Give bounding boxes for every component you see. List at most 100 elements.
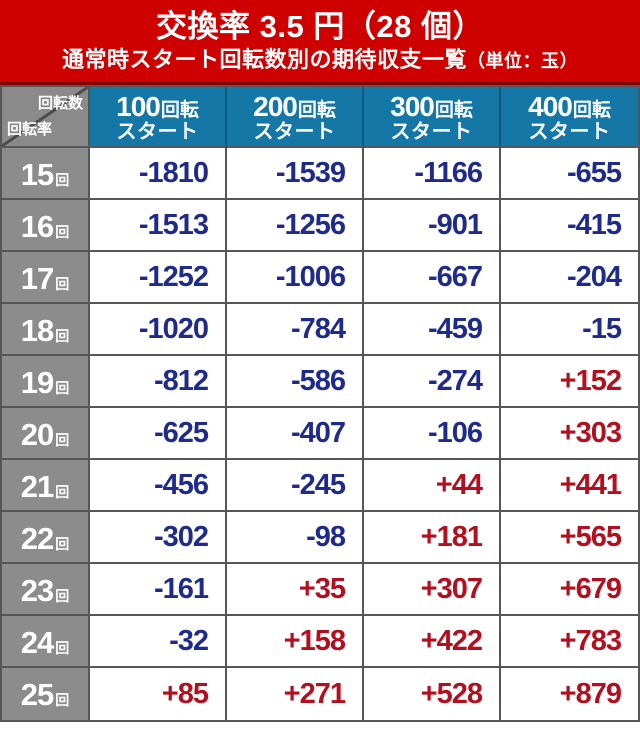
row-header-number: 24 — [20, 625, 54, 660]
value-cell: -1020 — [90, 304, 227, 356]
value-cell: +679 — [501, 564, 638, 616]
header-banner: 交換率 3.5 円（28 個） 通常時スタート回転数別の期待収支一覧（単位：玉） — [0, 0, 640, 85]
row-header-number: 20 — [20, 417, 54, 452]
row-header-16: 16 回 — [2, 200, 90, 252]
value-cell: -456 — [90, 460, 227, 512]
row-header-unit: 回 — [55, 276, 70, 292]
value-cell: +303 — [501, 408, 638, 460]
value-cell: -667 — [364, 252, 501, 304]
value-cell: -1256 — [227, 200, 364, 252]
column-header-start-label: スタート — [390, 121, 473, 144]
corner-cell: 回転数 回転率 — [2, 87, 90, 148]
row-header-number: 19 — [20, 365, 54, 400]
value-cell: +44 — [364, 460, 501, 512]
column-header-rot-suffix: 回転 — [297, 99, 336, 121]
value-cell: -1252 — [90, 252, 227, 304]
row-header-number: 17 — [20, 261, 54, 296]
page-subtitle: 通常時スタート回転数別の期待収支一覧（単位：玉） — [62, 47, 578, 72]
row-header-unit: 回 — [55, 588, 70, 604]
row-header-number: 18 — [20, 313, 54, 348]
row-header-number: 21 — [20, 469, 54, 504]
value-cell: -812 — [90, 356, 227, 408]
value-cell: -245 — [227, 460, 364, 512]
value-cell: -98 — [227, 512, 364, 564]
column-header-rot-suffix: 回転 — [434, 99, 473, 121]
value-cell: -901 — [364, 200, 501, 252]
value-cell: -1166 — [364, 148, 501, 200]
value-cell: +528 — [364, 668, 501, 720]
value-cell: +441 — [501, 460, 638, 512]
value-cell: -161 — [90, 564, 227, 616]
column-header-line1: 200 回転 — [253, 90, 336, 122]
value-cell: +181 — [364, 512, 501, 564]
row-header-23: 23 回 — [2, 564, 90, 616]
row-header-18: 18 回 — [2, 304, 90, 356]
value-cell: -415 — [501, 200, 638, 252]
value-cell: -302 — [90, 512, 227, 564]
column-header-start-label: スタート — [528, 121, 611, 144]
column-header-400: 400 回転 スタート — [501, 87, 638, 148]
row-header-number: 25 — [20, 677, 54, 712]
value-cell: +158 — [227, 616, 364, 668]
column-header-number: 100 — [116, 90, 161, 122]
subtitle-text: 通常時スタート回転数別の期待収支一覧 — [61, 46, 467, 72]
row-header-unit: 回 — [55, 328, 70, 344]
row-header-17: 17 回 — [2, 252, 90, 304]
value-cell: -586 — [227, 356, 364, 408]
expected-value-table: 回転数 回転率 100 回転 スタート 200 回転 スタート 300 回転 スタート… — [0, 85, 640, 722]
row-header-unit: 回 — [55, 224, 70, 240]
row-header-19: 19 回 — [2, 356, 90, 408]
column-header-300: 300 回転 スタート — [364, 87, 501, 148]
row-header-unit: 回 — [55, 536, 70, 552]
value-cell: -32 — [90, 616, 227, 668]
column-header-200: 200 回転 スタート — [227, 87, 364, 148]
value-cell: -1513 — [90, 200, 227, 252]
row-header-unit: 回 — [55, 692, 70, 708]
row-header-number: 23 — [20, 573, 54, 608]
row-header-25: 25 回 — [2, 668, 90, 720]
row-header-15: 15 回 — [2, 148, 90, 200]
row-header-unit: 回 — [55, 380, 70, 396]
value-cell: -784 — [227, 304, 364, 356]
corner-column-axis-label: 回転数 — [37, 95, 83, 112]
value-cell: -625 — [90, 408, 227, 460]
column-header-line1: 100 回転 — [116, 90, 199, 122]
row-header-number: 22 — [20, 521, 54, 556]
row-header-unit: 回 — [55, 484, 70, 500]
value-cell: -106 — [364, 408, 501, 460]
row-header-24: 24 回 — [2, 616, 90, 668]
column-header-start-label: スタート — [253, 121, 336, 144]
value-cell: +85 — [90, 668, 227, 720]
subtitle-unit: （単位：玉） — [467, 50, 578, 71]
value-cell: -1539 — [227, 148, 364, 200]
column-header-rot-suffix: 回転 — [572, 99, 611, 121]
row-header-unit: 回 — [55, 432, 70, 448]
value-cell: +879 — [501, 668, 638, 720]
column-header-number: 400 — [528, 90, 573, 122]
value-cell: -274 — [364, 356, 501, 408]
column-header-rot-suffix: 回転 — [160, 99, 199, 121]
value-cell: -1006 — [227, 252, 364, 304]
value-cell: -459 — [364, 304, 501, 356]
value-cell: -204 — [501, 252, 638, 304]
corner-row-axis-label: 回転率 — [7, 121, 53, 138]
value-cell: +783 — [501, 616, 638, 668]
value-cell: -15 — [501, 304, 638, 356]
column-header-line1: 300 回転 — [390, 90, 473, 122]
value-cell: +35 — [227, 564, 364, 616]
column-header-number: 300 — [390, 90, 435, 122]
value-cell: +271 — [227, 668, 364, 720]
column-header-line1: 400 回転 — [528, 90, 611, 122]
page-title: 交換率 3.5 円（28 個） — [156, 8, 484, 44]
column-header-start-label: スタート — [116, 121, 199, 144]
row-header-22: 22 回 — [2, 512, 90, 564]
row-header-20: 20 回 — [2, 408, 90, 460]
value-cell: +422 — [364, 616, 501, 668]
value-cell: +152 — [501, 356, 638, 408]
value-cell: -1810 — [90, 148, 227, 200]
value-cell: -407 — [227, 408, 364, 460]
row-header-number: 16 — [20, 209, 54, 244]
value-cell: +307 — [364, 564, 501, 616]
column-header-number: 200 — [253, 90, 298, 122]
